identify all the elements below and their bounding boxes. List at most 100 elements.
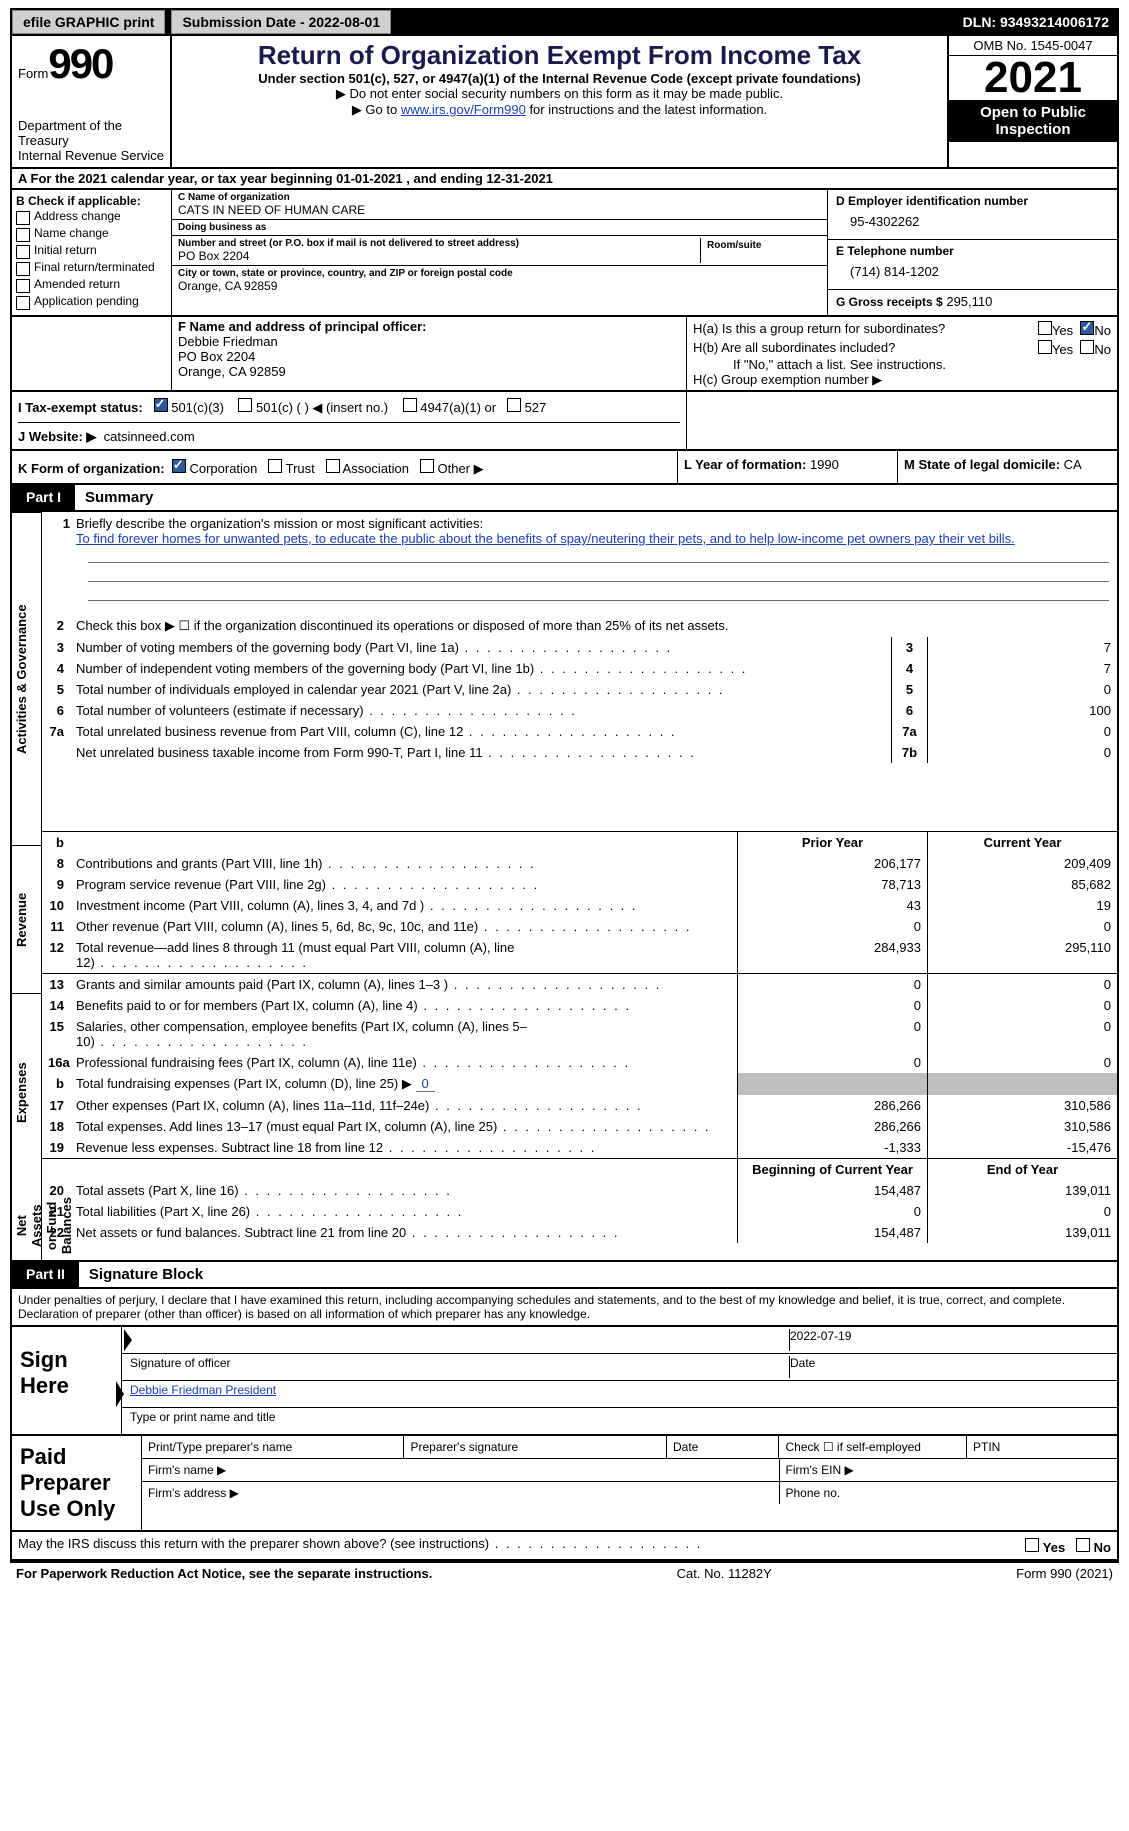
line-prior: -1,333 bbox=[737, 1137, 927, 1158]
line-curr: 139,011 bbox=[927, 1222, 1117, 1243]
section-revenue: b Prior Year Current Year 8Contributions… bbox=[42, 832, 1117, 974]
line-curr: 0 bbox=[927, 1201, 1117, 1222]
chk-501c3[interactable] bbox=[154, 398, 168, 412]
line-desc: Total expenses. Add lines 13–17 (must eq… bbox=[70, 1116, 737, 1137]
vlabel-netassets: Net Assets or Fund Balances bbox=[12, 1191, 41, 1260]
chk-ha-no[interactable] bbox=[1080, 321, 1094, 335]
chk-trust[interactable] bbox=[268, 459, 282, 473]
summary-line: 12Total revenue—add lines 8 through 11 (… bbox=[42, 937, 1117, 973]
part-2-title: Signature Block bbox=[79, 1262, 213, 1287]
line-num bbox=[42, 742, 70, 763]
lbl-527: 527 bbox=[525, 400, 547, 415]
line-val: 0 bbox=[927, 679, 1117, 700]
line-desc: Total liabilities (Part X, line 26) bbox=[70, 1201, 737, 1222]
line-val: 0 bbox=[927, 742, 1117, 763]
line-num: 4 bbox=[42, 658, 70, 679]
form990-link[interactable]: www.irs.gov/Form990 bbox=[401, 102, 526, 117]
lbl-hb-yes: Yes bbox=[1052, 342, 1073, 357]
chk-other[interactable] bbox=[420, 459, 434, 473]
line-desc: Professional fundraising fees (Part IX, … bbox=[70, 1052, 737, 1073]
sig-typed-name: Debbie Friedman President bbox=[130, 1383, 276, 1397]
sign-here-label: Sign Here bbox=[12, 1327, 122, 1434]
mission-intro: Briefly describe the organization's miss… bbox=[76, 516, 483, 531]
summary-line: 10Investment income (Part VIII, column (… bbox=[42, 895, 1117, 916]
chk-amended-return[interactable] bbox=[16, 279, 30, 293]
line-prior: 0 bbox=[737, 995, 927, 1016]
chk-corp[interactable] bbox=[172, 459, 186, 473]
row-f-h: F Name and address of principal officer:… bbox=[10, 317, 1119, 392]
vlabel-revenue: Revenue bbox=[12, 845, 41, 993]
line-desc: Net unrelated business taxable income fr… bbox=[70, 742, 891, 763]
line-desc: Benefits paid to or for members (Part IX… bbox=[70, 995, 737, 1016]
lbl-ha-yes: Yes bbox=[1052, 323, 1073, 338]
lbl-4947: 4947(a)(1) or bbox=[420, 400, 496, 415]
lbl-address-change: Address change bbox=[34, 209, 121, 223]
state-domicile-label: M State of legal domicile: bbox=[904, 457, 1064, 472]
row-i-j: I Tax-exempt status: 501(c)(3) 501(c) ( … bbox=[10, 392, 1119, 451]
summary-line: 17Other expenses (Part IX, column (A), l… bbox=[42, 1095, 1117, 1116]
chk-hb-no[interactable] bbox=[1080, 340, 1094, 354]
lbl-discuss-yes: Yes bbox=[1043, 1540, 1065, 1555]
prep-date-label: Date bbox=[667, 1436, 780, 1458]
summary-line: 13Grants and similar amounts paid (Part … bbox=[42, 974, 1117, 995]
chk-name-change[interactable] bbox=[16, 228, 30, 242]
efile-print-button[interactable]: efile GRAPHIC print bbox=[12, 10, 165, 34]
hdr-prior: Prior Year bbox=[737, 832, 927, 853]
form-note-2: ▶ Go to www.irs.gov/Form990 for instruct… bbox=[178, 102, 941, 118]
phone-value: (714) 814-1202 bbox=[836, 258, 1109, 285]
mission-text: To find forever homes for unwanted pets,… bbox=[76, 531, 1015, 546]
row-a-tax-year: A For the 2021 calendar year, or tax yea… bbox=[10, 169, 1119, 190]
chk-ha-yes[interactable] bbox=[1038, 321, 1052, 335]
chk-discuss-yes[interactable] bbox=[1025, 1538, 1039, 1552]
dept-treasury: Department of the Treasury bbox=[18, 118, 164, 148]
firm-ein-label: Firm's EIN ▶ bbox=[780, 1459, 1118, 1481]
hdr-beg: Beginning of Current Year bbox=[737, 1159, 927, 1180]
line-num: 10 bbox=[42, 895, 70, 916]
gross-receipts-label: G Gross receipts $ bbox=[836, 295, 943, 309]
hb-label: H(b) Are all subordinates included? bbox=[693, 340, 895, 355]
ein-value: 95-4302262 bbox=[836, 208, 1109, 235]
chk-address-change[interactable] bbox=[16, 211, 30, 225]
line-prior: 154,487 bbox=[737, 1222, 927, 1243]
line-prior: 0 bbox=[737, 974, 927, 995]
form-word: Form bbox=[18, 66, 48, 81]
line-curr: 0 bbox=[927, 995, 1117, 1016]
part-1-header: Part I Summary bbox=[10, 485, 1119, 512]
line-num: 12 bbox=[42, 937, 70, 973]
hdr-b: b bbox=[42, 832, 70, 853]
form-subtitle: Under section 501(c), 527, or 4947(a)(1)… bbox=[178, 71, 941, 86]
summary-line: 4Number of independent voting members of… bbox=[42, 658, 1117, 679]
lbl-ha-no: No bbox=[1094, 323, 1111, 338]
gross-receipts-value: 295,110 bbox=[946, 294, 992, 309]
tax-year: 2021 bbox=[949, 56, 1117, 100]
lbl-initial-return: Initial return bbox=[34, 243, 97, 257]
line-desc: Investment income (Part VIII, column (A)… bbox=[70, 895, 737, 916]
chk-initial-return[interactable] bbox=[16, 245, 30, 259]
chk-527[interactable] bbox=[507, 398, 521, 412]
lbl-trust: Trust bbox=[286, 461, 315, 476]
summary-line: Net unrelated business taxable income fr… bbox=[42, 742, 1117, 763]
summary-line: 22Net assets or fund balances. Subtract … bbox=[42, 1222, 1117, 1243]
summary-line: 21Total liabilities (Part X, line 26)00 bbox=[42, 1201, 1117, 1222]
submission-date-button[interactable]: Submission Date - 2022-08-01 bbox=[171, 10, 391, 34]
summary-line: 9Program service revenue (Part VIII, lin… bbox=[42, 874, 1117, 895]
summary-line: 16aProfessional fundraising fees (Part I… bbox=[42, 1052, 1117, 1073]
chk-501c[interactable] bbox=[238, 398, 252, 412]
chk-application-pending[interactable] bbox=[16, 296, 30, 310]
signature-intro: Under penalties of perjury, I declare th… bbox=[10, 1289, 1119, 1327]
chk-assoc[interactable] bbox=[326, 459, 340, 473]
prep-selfemp-label: Check ☐ if self-employed bbox=[779, 1436, 967, 1458]
chk-hb-yes[interactable] bbox=[1038, 340, 1052, 354]
sign-here-block: Sign Here 2022-07-19 Signature of office… bbox=[10, 1327, 1119, 1436]
summary-line: 20Total assets (Part X, line 16)154,4871… bbox=[42, 1180, 1117, 1201]
lbl-final-return: Final return/terminated bbox=[34, 260, 155, 274]
chk-final-return[interactable] bbox=[16, 262, 30, 276]
line-box: 5 bbox=[891, 679, 927, 700]
row-k-l-m: K Form of organization: Corporation Trus… bbox=[10, 451, 1119, 485]
lbl-application-pending: Application pending bbox=[34, 294, 139, 308]
chk-discuss-no[interactable] bbox=[1076, 1538, 1090, 1552]
chk-4947[interactable] bbox=[403, 398, 417, 412]
line-prior: 286,266 bbox=[737, 1116, 927, 1137]
line-desc: Total unrelated business revenue from Pa… bbox=[70, 721, 891, 742]
line-curr: 19 bbox=[927, 895, 1117, 916]
